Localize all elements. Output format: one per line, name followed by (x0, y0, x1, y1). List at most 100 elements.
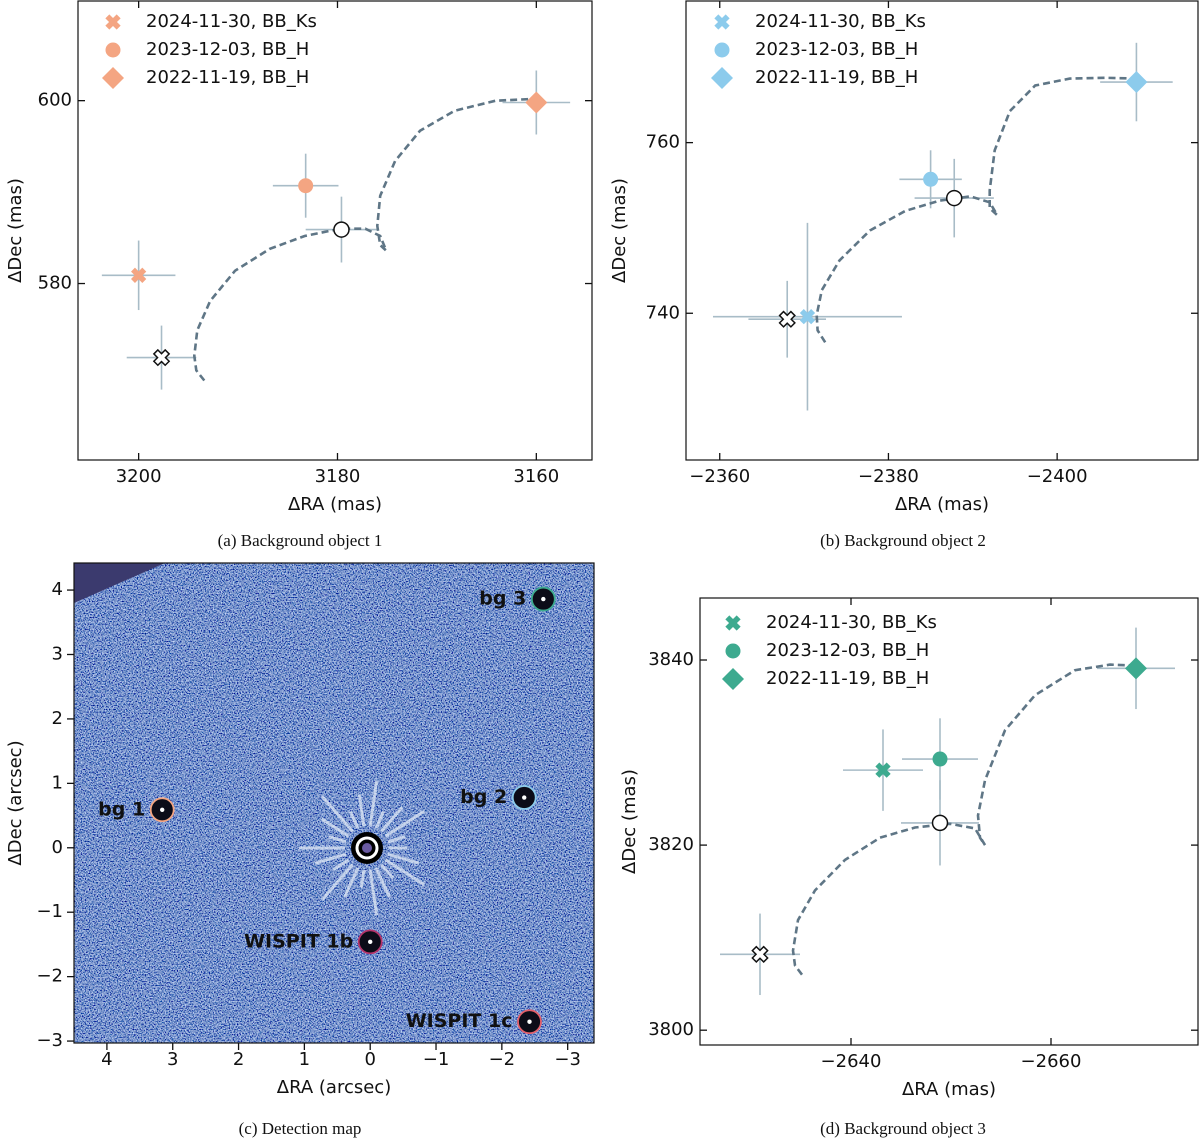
legend-marker (105, 42, 121, 58)
x-tick-label: −2400 (1027, 466, 1088, 487)
y-tick-label: −3 (36, 1030, 63, 1051)
x-tick-label: 3160 (513, 466, 559, 487)
source-label: bg 3 (479, 588, 526, 610)
legend-label: 2022-11-19, BB_H (755, 67, 918, 88)
x-tick-label: 1 (299, 1049, 310, 1070)
speckle-spike (321, 795, 354, 833)
caption: (d) Background object 3 (820, 1119, 986, 1138)
data-point (932, 751, 948, 767)
predicted-point (931, 814, 949, 832)
legend-marker (722, 668, 744, 690)
x-tick-label: 0 (364, 1049, 375, 1070)
source-label: WISPIT 1c (406, 1010, 513, 1032)
x-tick-label: −1 (423, 1049, 450, 1070)
model-track (192, 97, 537, 382)
y-tick-label: 760 (646, 132, 680, 153)
y-tick-label: 2 (52, 708, 63, 729)
data-point (298, 178, 314, 194)
data-point (131, 267, 147, 283)
source-dot (368, 939, 373, 945)
y-axis-label: ΔDec (mas) (619, 769, 640, 874)
y-tick-label: 3820 (648, 834, 694, 855)
predicted-point (778, 310, 796, 328)
legend-label: 2024-11-30, BB_Ks (766, 612, 937, 633)
speckle-spike (314, 852, 347, 865)
speckle-spike (380, 863, 395, 880)
x-tick-label: 2 (233, 1049, 244, 1070)
legend-marker (714, 14, 730, 30)
speckle-spike (380, 806, 404, 833)
legend-marker (711, 67, 733, 89)
y-tick-label: 600 (38, 90, 72, 111)
y-tick-label: 3800 (648, 1019, 694, 1040)
detection-image (74, 563, 594, 1043)
plot-frame (73, 562, 595, 1044)
x-tick-label: −2660 (1021, 1051, 1082, 1072)
x-axis-label: ΔRA (mas) (288, 494, 382, 515)
source-dot (160, 807, 165, 812)
y-tick-label: 0 (52, 837, 63, 858)
speckle-spike (332, 858, 350, 871)
plot-frame (699, 597, 1199, 1046)
x-tick-label: 3200 (116, 466, 162, 487)
source-label: bg 1 (98, 798, 145, 820)
speckle-spike (359, 869, 366, 888)
plot-frame (685, 0, 1199, 461)
predicted-point (152, 348, 171, 367)
caption: (b) Background object 2 (820, 531, 986, 550)
y-tick-label: 740 (646, 302, 680, 323)
predicted-point (945, 189, 963, 207)
plot-frame (77, 0, 593, 461)
source-dot (522, 795, 527, 800)
speckle-spike (368, 780, 379, 827)
source-label: WISPIT 1b (244, 930, 353, 952)
x-tick-label: −3 (554, 1049, 581, 1070)
x-tick-label: 3 (167, 1049, 178, 1070)
caption: (c) Detection map (239, 1119, 362, 1138)
y-axis-label: ΔDec (mas) (5, 178, 26, 283)
speckle-spike (384, 809, 426, 838)
x-tick-label: −2360 (689, 466, 750, 487)
model-track (815, 76, 1137, 343)
source-label: bg 2 (460, 786, 507, 808)
legend-marker (102, 67, 124, 89)
speckle-spike (349, 810, 360, 829)
legend-label: 2023-12-03, BB_H (146, 39, 309, 60)
legend-marker (105, 14, 121, 30)
y-tick-label: 580 (38, 273, 72, 294)
speckle-spike (328, 835, 347, 844)
legend-label: 2023-12-03, BB_H (766, 640, 929, 661)
x-tick-label: 3180 (315, 466, 361, 487)
x-tick-label: −2640 (821, 1051, 882, 1072)
speckle-spike (357, 794, 366, 827)
predicted-point (751, 945, 769, 964)
source-dot (527, 1019, 532, 1024)
image-mask (74, 563, 165, 603)
legend-label: 2024-11-30, BB_Ks (755, 11, 926, 32)
data-point (923, 171, 939, 187)
y-tick-label: 4 (52, 579, 63, 600)
speckle-spike (343, 867, 360, 898)
x-axis-label: ΔRA (mas) (895, 494, 989, 515)
speckle-spike (368, 869, 379, 916)
speckle-spike (387, 852, 420, 865)
legend-marker (725, 643, 741, 659)
speckle-spike (321, 863, 354, 901)
data-point (1125, 71, 1148, 94)
legend-label: 2022-11-19, BB_H (766, 668, 929, 689)
data-point (799, 309, 816, 325)
source-dot (541, 596, 546, 602)
legend-label: 2024-11-30, BB_Ks (146, 11, 317, 32)
speckle-spike (374, 867, 391, 898)
central-star (299, 780, 426, 916)
y-tick-label: −1 (36, 901, 63, 922)
y-axis-label: ΔDec (mas) (609, 178, 630, 283)
y-tick-label: 3840 (648, 649, 694, 670)
legend-marker (714, 42, 730, 58)
star-ring (355, 836, 379, 860)
data-point (1125, 657, 1147, 680)
speckle-spike (374, 810, 385, 829)
x-tick-label: 4 (101, 1049, 112, 1070)
star-center (362, 843, 372, 853)
